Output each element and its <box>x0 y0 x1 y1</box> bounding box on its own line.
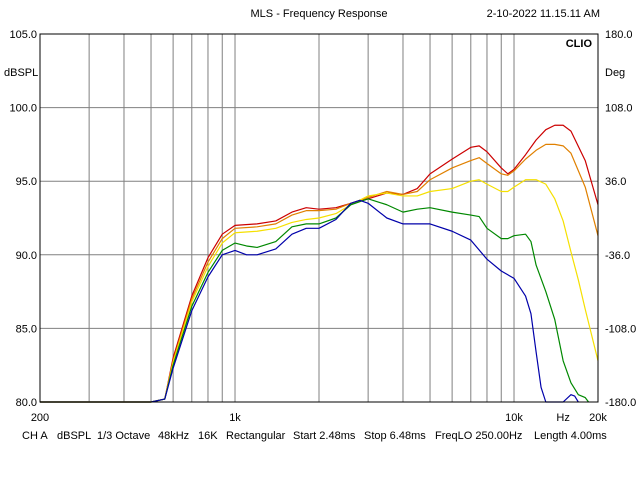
x-tick-label: 10k <box>505 412 523 424</box>
grid <box>40 34 598 402</box>
x-tick-label: 20k <box>589 412 607 424</box>
footer-rate: 48kHz <box>158 430 190 442</box>
right-axis-ticks: 180.0 108.0 36.0 -36.0 -108.0 -180.0 <box>605 29 636 409</box>
measurement-footer: CH A dBSPL 1/3 Octave 48kHz 16K Rectangu… <box>0 430 640 446</box>
right-tick-label: 36.0 <box>605 176 626 188</box>
left-tick-label: 100.0 <box>9 103 37 115</box>
footer-unit: dBSPL <box>57 430 92 442</box>
left-tick-label: 90.0 <box>16 250 37 262</box>
series-line-4 <box>40 198 590 403</box>
frequency-response-chart: MLS - Frequency Response 2-10-2022 11.15… <box>4 8 636 424</box>
footer-start: Start 2.48ms <box>293 430 356 442</box>
series-group <box>40 124 599 403</box>
left-tick-label: 105.0 <box>9 29 37 41</box>
right-tick-label: -108.0 <box>605 323 636 335</box>
x-tick-label: Hz <box>556 412 569 424</box>
right-tick-label: 108.0 <box>605 103 633 115</box>
series-line-2 <box>40 143 599 403</box>
left-axis-ticks: 105.0 100.0 95.0 90.0 85.0 80.0 <box>9 29 37 409</box>
timestamp: 2-10-2022 11.15.11 AM <box>487 8 600 20</box>
brand-label: CLIO <box>566 38 593 50</box>
footer-smoothing: 1/3 Octave <box>97 430 151 442</box>
left-tick-label: 85.0 <box>16 323 37 335</box>
footer-length: Length 4.00ms <box>534 430 607 442</box>
x-tick-label: 200 <box>31 412 49 424</box>
left-tick-label: 80.0 <box>16 397 37 409</box>
footer-freqlo: FreqLO 250.00Hz <box>435 430 523 442</box>
series-line-3 <box>40 179 599 403</box>
footer-channel: CH A <box>22 430 48 442</box>
chart-title: MLS - Frequency Response <box>251 8 388 20</box>
x-tick-label: 1k <box>229 412 241 424</box>
series-line-5 <box>40 199 579 403</box>
right-tick-label: -180.0 <box>605 397 636 409</box>
right-tick-label: -36.0 <box>605 250 630 262</box>
footer-stop: Stop 6.48ms <box>364 430 426 442</box>
right-axis-unit: Deg <box>605 67 625 79</box>
left-tick-label: 95.0 <box>16 176 37 188</box>
footer-window: Rectangular <box>226 430 286 442</box>
left-axis-unit: dBSPL <box>4 67 38 79</box>
plot-frame <box>39 33 599 403</box>
x-axis-ticks: 200 1k 10k Hz 20k <box>31 412 608 424</box>
footer-size: 16K <box>198 430 218 442</box>
right-tick-label: 180.0 <box>605 29 633 41</box>
